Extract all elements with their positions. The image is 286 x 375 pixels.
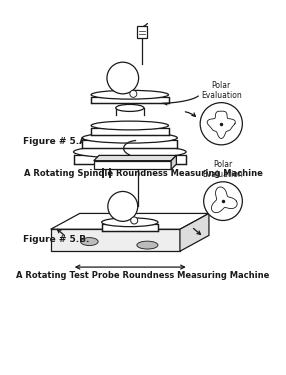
- Polygon shape: [180, 213, 209, 251]
- Polygon shape: [94, 155, 176, 160]
- Polygon shape: [91, 128, 168, 135]
- Polygon shape: [51, 213, 209, 229]
- Circle shape: [131, 217, 138, 224]
- Ellipse shape: [81, 238, 98, 246]
- Ellipse shape: [137, 241, 158, 249]
- Text: A Rotating Spindle Roundness Measuring Machine: A Rotating Spindle Roundness Measuring M…: [23, 170, 263, 178]
- Circle shape: [108, 192, 138, 221]
- Text: Polar
Evaluation: Polar Evaluation: [201, 81, 242, 100]
- Circle shape: [107, 62, 139, 94]
- Ellipse shape: [116, 104, 144, 111]
- Ellipse shape: [74, 146, 186, 158]
- Circle shape: [204, 182, 242, 220]
- Ellipse shape: [102, 218, 158, 226]
- Ellipse shape: [91, 121, 168, 130]
- Polygon shape: [51, 229, 180, 251]
- Polygon shape: [74, 155, 186, 164]
- Text: Figure # 5.A.: Figure # 5.A.: [23, 137, 89, 146]
- Ellipse shape: [82, 132, 177, 143]
- Text: Polar
Evaluation: Polar Evaluation: [203, 160, 243, 179]
- Polygon shape: [171, 155, 176, 170]
- Polygon shape: [102, 224, 158, 231]
- Circle shape: [200, 103, 242, 145]
- Bar: [137, 26, 147, 38]
- Text: Figure # 5.B.: Figure # 5.B.: [23, 236, 89, 244]
- Ellipse shape: [91, 90, 168, 99]
- Polygon shape: [82, 141, 177, 148]
- Text: A Rotating Test Probe Roundness Measuring Machine: A Rotating Test Probe Roundness Measurin…: [16, 272, 270, 280]
- Bar: [94, 160, 171, 170]
- Circle shape: [130, 90, 137, 98]
- Polygon shape: [91, 97, 168, 103]
